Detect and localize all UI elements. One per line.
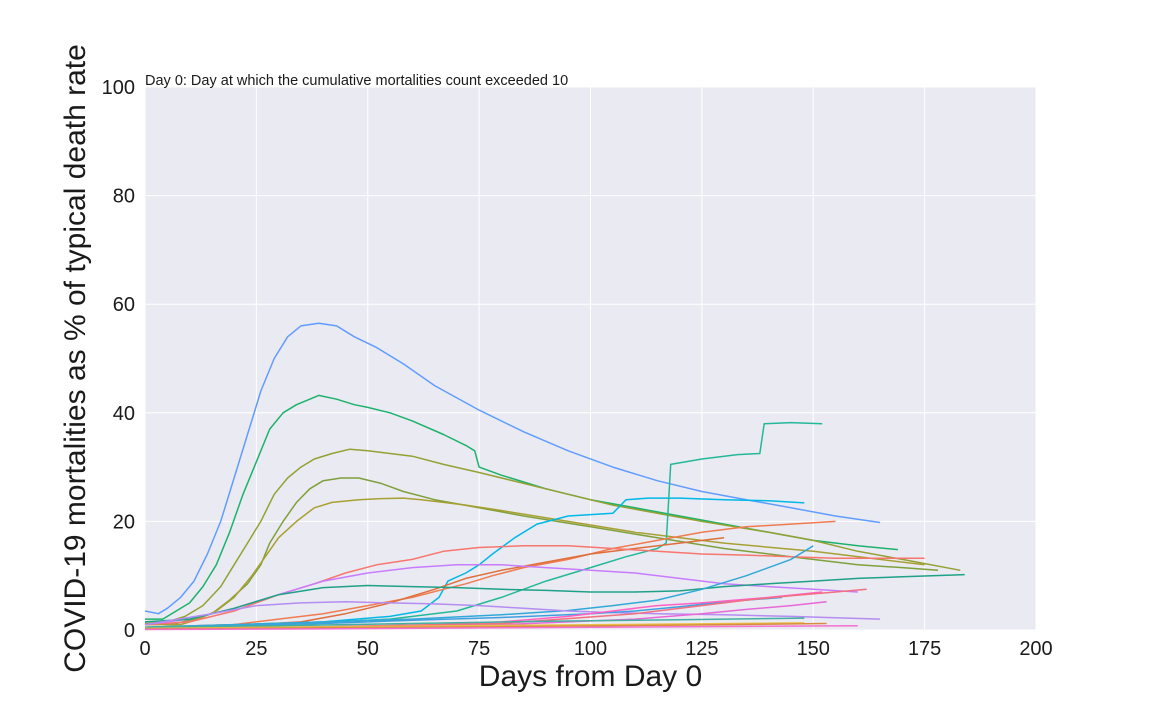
- y-axis-title: COVID-19 mortalities as % of typical dea…: [59, 44, 92, 673]
- y-tick-label: 80: [113, 186, 135, 208]
- x-tick-label: 50: [357, 638, 379, 660]
- x-tick-label: 25: [245, 638, 267, 660]
- y-tick-label: 0: [124, 620, 135, 642]
- x-tick-label: 150: [797, 638, 830, 660]
- series-line-22: [144, 624, 858, 631]
- gridlines: [144, 86, 1037, 631]
- series-line-21: [144, 622, 827, 630]
- x-tick-label: 200: [1019, 638, 1052, 660]
- series-line-19: [144, 617, 805, 629]
- series-line-8: [144, 520, 836, 629]
- series-lines: [144, 322, 965, 631]
- y-tick-label: 40: [113, 403, 135, 425]
- y-tick-label: 20: [113, 511, 135, 533]
- x-tick-label: 100: [574, 638, 607, 660]
- x-tick-label: 75: [468, 638, 490, 660]
- y-tick-labels: 0 20 40 60 80 100: [102, 77, 135, 642]
- series-line-3: [145, 448, 961, 623]
- series-line-5: [145, 497, 925, 626]
- series-line-7: [144, 421, 823, 629]
- x-tick-label: 125: [685, 638, 718, 660]
- series-line-13: [144, 545, 814, 629]
- series-line-18: [144, 588, 867, 630]
- series-line-4: [145, 477, 939, 625]
- annotation: Day 0: Day at which the cumulative morta…: [145, 73, 568, 89]
- x-tick-labels: 0 25 50 75 100 125 150 175 200: [139, 638, 1052, 660]
- x-axis-title: Days from Day 0: [479, 660, 702, 693]
- series-line-1: [144, 322, 881, 615]
- y-tick-label: 60: [113, 294, 135, 316]
- x-tick-label: 175: [908, 638, 941, 660]
- y-tick-label: 100: [102, 77, 135, 99]
- x-tick-label: 0: [139, 638, 150, 660]
- series-line-2: [145, 394, 898, 620]
- series-line-12: [144, 573, 965, 623]
